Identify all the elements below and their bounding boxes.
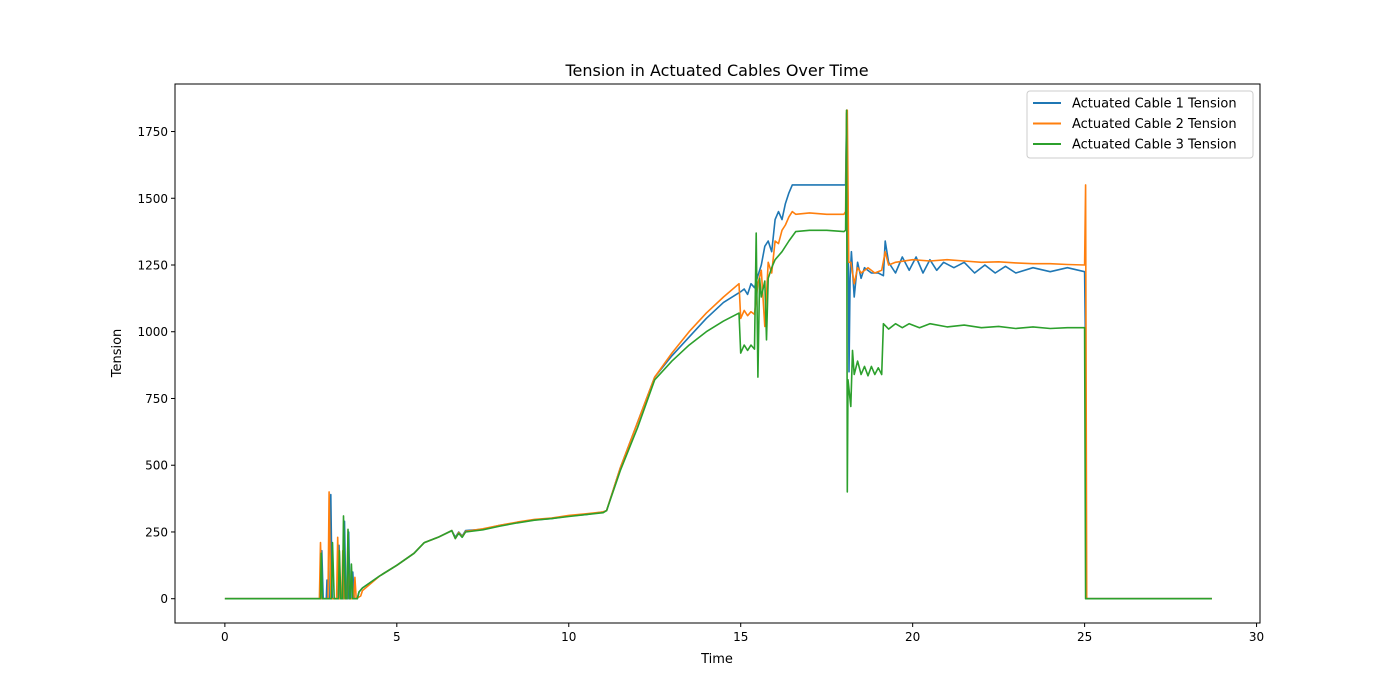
series-line-cable-2 <box>224 109 1212 600</box>
plot-frame <box>174 83 1261 624</box>
x-tick-label: 30 <box>1249 630 1264 644</box>
y-axis-label: Tension <box>110 329 125 379</box>
legend-label-cable-2: Actuated Cable 2 Tension <box>1072 117 1237 132</box>
y-tick-label: 250 <box>145 525 168 539</box>
x-tick-label: 0 <box>221 630 229 644</box>
x-tick-label: 5 <box>393 630 401 644</box>
legend-box <box>1026 90 1254 159</box>
x-axis: 0 5 10 15 20 25 30 <box>221 623 1264 644</box>
y-tick-label: 750 <box>145 392 168 406</box>
y-tick-label: 1500 <box>137 192 168 206</box>
legend-label-cable-1: Actuated Cable 1 Tension <box>1072 97 1237 112</box>
y-tick-label: 1750 <box>137 125 168 139</box>
y-tick-label: 0 <box>160 592 168 606</box>
y-tick-label: 1000 <box>137 325 168 339</box>
x-tick-label: 15 <box>733 630 748 644</box>
y-axis: 0 250 500 750 1000 1250 1500 1750 <box>137 125 175 606</box>
plot-area <box>174 83 1261 624</box>
x-axis-label: Time <box>700 652 733 667</box>
series-layer <box>224 109 1212 600</box>
legend: Actuated Cable 1 Tension Actuated Cable 2… <box>1026 90 1254 159</box>
y-tick-label: 1250 <box>137 259 168 273</box>
x-tick-label: 20 <box>905 630 920 644</box>
series-line-cable-3 <box>224 109 1212 600</box>
y-tick-label: 500 <box>145 459 168 473</box>
chart-title: Tension in Actuated Cables Over Time <box>564 61 868 80</box>
x-tick-label: 25 <box>1077 630 1092 644</box>
legend-label-cable-3: Actuated Cable 3 Tension <box>1072 138 1237 153</box>
x-tick-label: 10 <box>561 630 576 644</box>
